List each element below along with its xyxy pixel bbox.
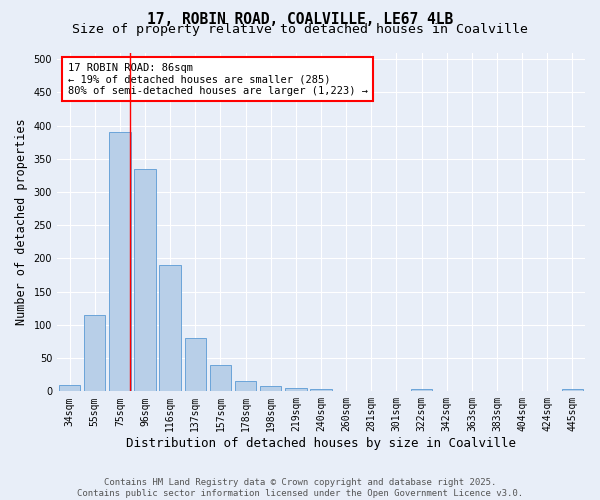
Bar	[59, 384, 80, 392]
Bar	[134, 169, 156, 392]
Text: 17 ROBIN ROAD: 86sqm
← 19% of detached houses are smaller (285)
80% of semi-deta: 17 ROBIN ROAD: 86sqm ← 19% of detached h…	[68, 62, 368, 96]
Bar	[235, 382, 256, 392]
Text: Contains HM Land Registry data © Crown copyright and database right 2025.
Contai: Contains HM Land Registry data © Crown c…	[77, 478, 523, 498]
Bar	[84, 315, 106, 392]
Bar	[562, 390, 583, 392]
Bar	[310, 390, 332, 392]
Bar	[411, 390, 432, 392]
X-axis label: Distribution of detached houses by size in Coalville: Distribution of detached houses by size …	[126, 437, 516, 450]
Bar	[210, 365, 231, 392]
Text: Size of property relative to detached houses in Coalville: Size of property relative to detached ho…	[72, 24, 528, 36]
Bar	[160, 265, 181, 392]
Bar	[285, 388, 307, 392]
Bar	[109, 132, 131, 392]
Text: 17, ROBIN ROAD, COALVILLE, LE67 4LB: 17, ROBIN ROAD, COALVILLE, LE67 4LB	[147, 12, 453, 28]
Bar	[260, 386, 281, 392]
Y-axis label: Number of detached properties: Number of detached properties	[15, 118, 28, 325]
Bar	[185, 338, 206, 392]
